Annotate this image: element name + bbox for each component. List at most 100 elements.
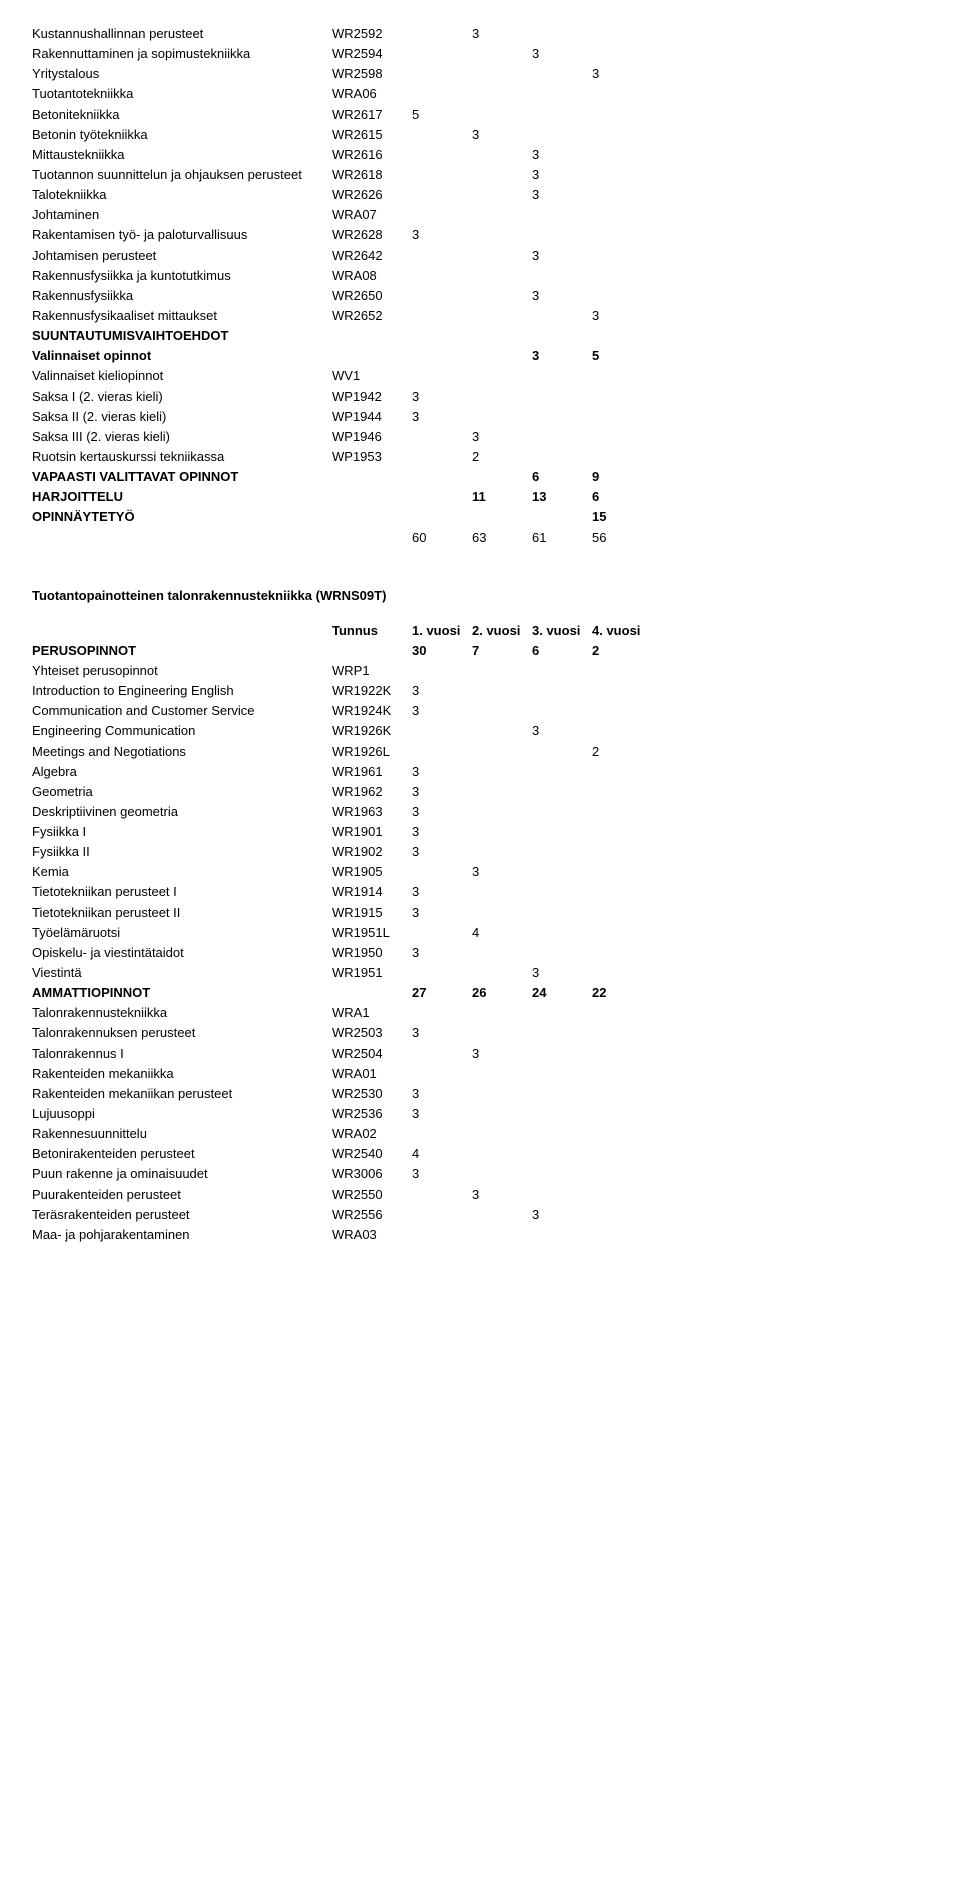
table-row: Rakenteiden mekaniikkaWRA01 [32, 1064, 928, 1084]
row-code: WR2530 [332, 1084, 412, 1104]
row-v2: 3 [472, 427, 532, 447]
table-row: Opiskelu- ja viestintätaidotWR19503 [32, 943, 928, 963]
row-v1: 3 [412, 387, 472, 407]
row-v1: 3 [412, 1164, 472, 1184]
table-row: Valinnaiset opinnot35 [32, 346, 928, 366]
row-label: Lujuusoppi [32, 1104, 332, 1124]
table-row: GeometriaWR19623 [32, 782, 928, 802]
curriculum-table-2: PERUSOPINNOT30762Yhteiset perusopinnotWR… [32, 641, 928, 1245]
row-code: WP1946 [332, 427, 412, 447]
row-v2: 26 [472, 983, 532, 1003]
row-label: Engineering Communication [32, 721, 332, 741]
row-code: WV1 [332, 366, 412, 386]
row-label: Rakenteiden mekaniikka [32, 1064, 332, 1084]
row-label: OPINNÄYTETYÖ [32, 507, 332, 527]
row-v3: 3 [532, 721, 592, 741]
row-label: Meetings and Negotiations [32, 742, 332, 762]
row-v1: 3 [412, 842, 472, 862]
row-label: Saksa II (2. vieras kieli) [32, 407, 332, 427]
table-row: Saksa II (2. vieras kieli)WP19443 [32, 407, 928, 427]
table-row: JohtaminenWRA07 [32, 205, 928, 225]
row-v3: 3 [532, 246, 592, 266]
row-label: Rakennuttaminen ja sopimustekniikka [32, 44, 332, 64]
totals-v1: 60 [412, 528, 472, 548]
row-label: Ruotsin kertauskurssi tekniikassa [32, 447, 332, 467]
row-code: WR2503 [332, 1023, 412, 1043]
row-label: Rakennusfysikaaliset mittaukset [32, 306, 332, 326]
row-code: WRA08 [332, 266, 412, 286]
row-code: WR3006 [332, 1164, 412, 1184]
row-label: Talotekniikka [32, 185, 332, 205]
row-label: Teräsrakenteiden perusteet [32, 1205, 332, 1225]
table-row: AlgebraWR19613 [32, 762, 928, 782]
row-label: Johtaminen [32, 205, 332, 225]
table-row: Teräsrakenteiden perusteetWR25563 [32, 1205, 928, 1225]
curriculum-table-1: Kustannushallinnan perusteetWR25923Raken… [32, 24, 928, 528]
row-label: Puurakenteiden perusteet [32, 1185, 332, 1205]
row-v3: 3 [532, 1205, 592, 1225]
row-label: HARJOITTELU [32, 487, 332, 507]
row-v1: 4 [412, 1144, 472, 1164]
row-code: WP1953 [332, 447, 412, 467]
row-v3: 6 [532, 641, 592, 661]
table-row: Puun rakenne ja ominaisuudetWR30063 [32, 1164, 928, 1184]
row-label: Rakennesuunnittelu [32, 1124, 332, 1144]
row-code: WR1924K [332, 701, 412, 721]
row-v1: 3 [412, 943, 472, 963]
row-v3: 6 [532, 467, 592, 487]
row-v1: 3 [412, 782, 472, 802]
table-row: TalonrakennustekniikkaWRA1 [32, 1003, 928, 1023]
row-v1: 3 [412, 701, 472, 721]
row-v1: 3 [412, 681, 472, 701]
row-label: Mittaustekniikka [32, 145, 332, 165]
table-row: YritystalousWR25983 [32, 64, 928, 84]
row-code: WR2642 [332, 246, 412, 266]
row-code: WR1961 [332, 762, 412, 782]
table-row: RakennusfysiikkaWR26503 [32, 286, 928, 306]
table-row: ViestintäWR19513 [32, 963, 928, 983]
table-row: Fysiikka IIWR19023 [32, 842, 928, 862]
row-label: Puun rakenne ja ominaisuudet [32, 1164, 332, 1184]
row-code: WR1951L [332, 923, 412, 943]
row-label: Introduction to Engineering English [32, 681, 332, 701]
row-label: Valinnaiset opinnot [32, 346, 332, 366]
table-row: Tietotekniikan perusteet IWR19143 [32, 882, 928, 902]
row-v4: 15 [592, 507, 652, 527]
row-code: WR2598 [332, 64, 412, 84]
row-v3: 3 [532, 185, 592, 205]
row-v3: 3 [532, 44, 592, 64]
table-row: KemiaWR19053 [32, 862, 928, 882]
table-row: MittaustekniikkaWR26163 [32, 145, 928, 165]
header-v2: 2. vuosi [472, 621, 532, 641]
section2-header: Tunnus 1. vuosi 2. vuosi 3. vuosi 4. vuo… [32, 621, 928, 641]
row-code: WR1905 [332, 862, 412, 882]
header-code: Tunnus [332, 621, 412, 641]
row-code: WR2616 [332, 145, 412, 165]
table-row: Tietotekniikan perusteet IIWR19153 [32, 903, 928, 923]
row-code: WRP1 [332, 661, 412, 681]
row-label: AMMATTIOPINNOT [32, 983, 332, 1003]
row-code: WR2618 [332, 165, 412, 185]
row-code: WP1944 [332, 407, 412, 427]
table-row: Communication and Customer ServiceWR1924… [32, 701, 928, 721]
table-row: Valinnaiset kieliopinnotWV1 [32, 366, 928, 386]
row-code: WRA02 [332, 1124, 412, 1144]
totals-v2: 63 [472, 528, 532, 548]
row-v4: 2 [592, 742, 652, 762]
row-label: Tietotekniikan perusteet II [32, 903, 332, 923]
section2-title: Tuotantopainotteinen talonrakennusteknii… [32, 588, 928, 603]
table-row: OPINNÄYTETYÖ 15 [32, 507, 928, 527]
table-row: Rakentamisen työ- ja paloturvallisuusWR2… [32, 225, 928, 245]
row-label: Kemia [32, 862, 332, 882]
row-code: WR1950 [332, 943, 412, 963]
row-v3: 24 [532, 983, 592, 1003]
row-v3: 3 [532, 346, 592, 366]
row-code: WRA1 [332, 1003, 412, 1023]
row-v2: 2 [472, 447, 532, 467]
table-row: Yhteiset perusopinnotWRP1 [32, 661, 928, 681]
row-v1: 30 [412, 641, 472, 661]
row-code: WR2615 [332, 125, 412, 145]
row-label: Saksa III (2. vieras kieli) [32, 427, 332, 447]
row-code: WRA03 [332, 1225, 412, 1245]
row-code: WR2592 [332, 24, 412, 44]
